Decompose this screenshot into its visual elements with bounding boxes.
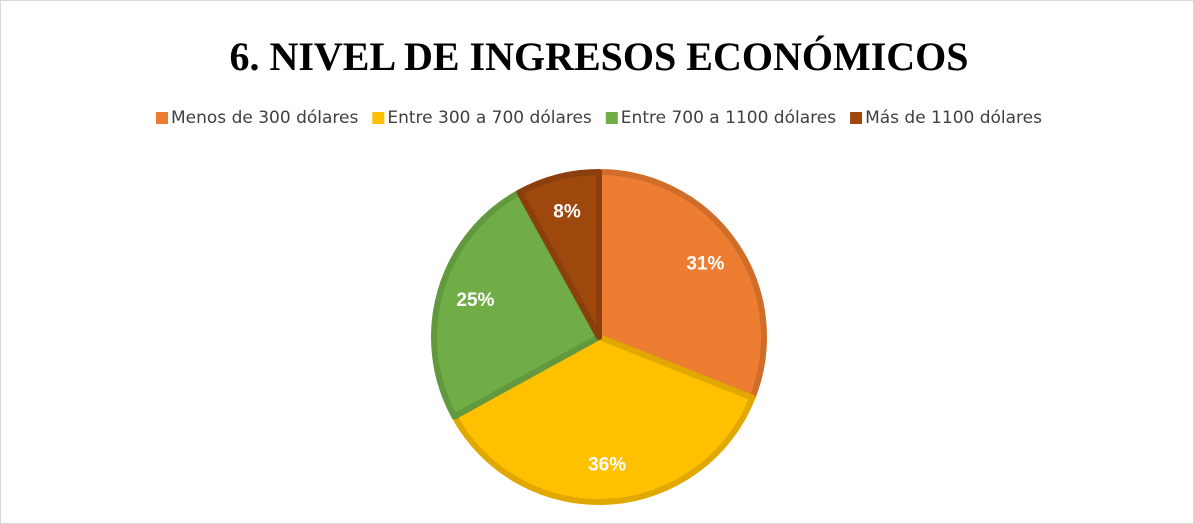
legend-swatch <box>372 112 385 124</box>
legend-label: Entre 700 a 1100 dólares <box>621 108 836 128</box>
slice-edge <box>596 169 767 401</box>
data-label: 31% <box>686 254 724 275</box>
pie-slice <box>596 169 767 401</box>
legend-swatch <box>156 112 168 124</box>
data-label: 36% <box>588 454 626 475</box>
pie-slice <box>516 169 602 340</box>
chart-title: 6. NIVEL DE INGRESOS ECONÓMICOS <box>229 34 968 79</box>
legend-swatch <box>850 112 863 124</box>
data-label: 8% <box>553 201 581 222</box>
legend-swatch <box>605 112 618 124</box>
legend: Menos de 300 dólares Entre 300 a 700 dóla… <box>156 108 1042 128</box>
legend-label: Más de 1100 dólares <box>865 108 1042 128</box>
data-label: 25% <box>456 290 494 311</box>
legend-label: Menos de 300 dólares <box>171 108 358 128</box>
slice-edge <box>516 169 602 340</box>
slice-edge <box>451 334 756 505</box>
pie-slice <box>431 189 602 420</box>
slice-edge <box>431 189 602 420</box>
legend-label: Entre 300 a 700 dólares <box>387 108 592 128</box>
